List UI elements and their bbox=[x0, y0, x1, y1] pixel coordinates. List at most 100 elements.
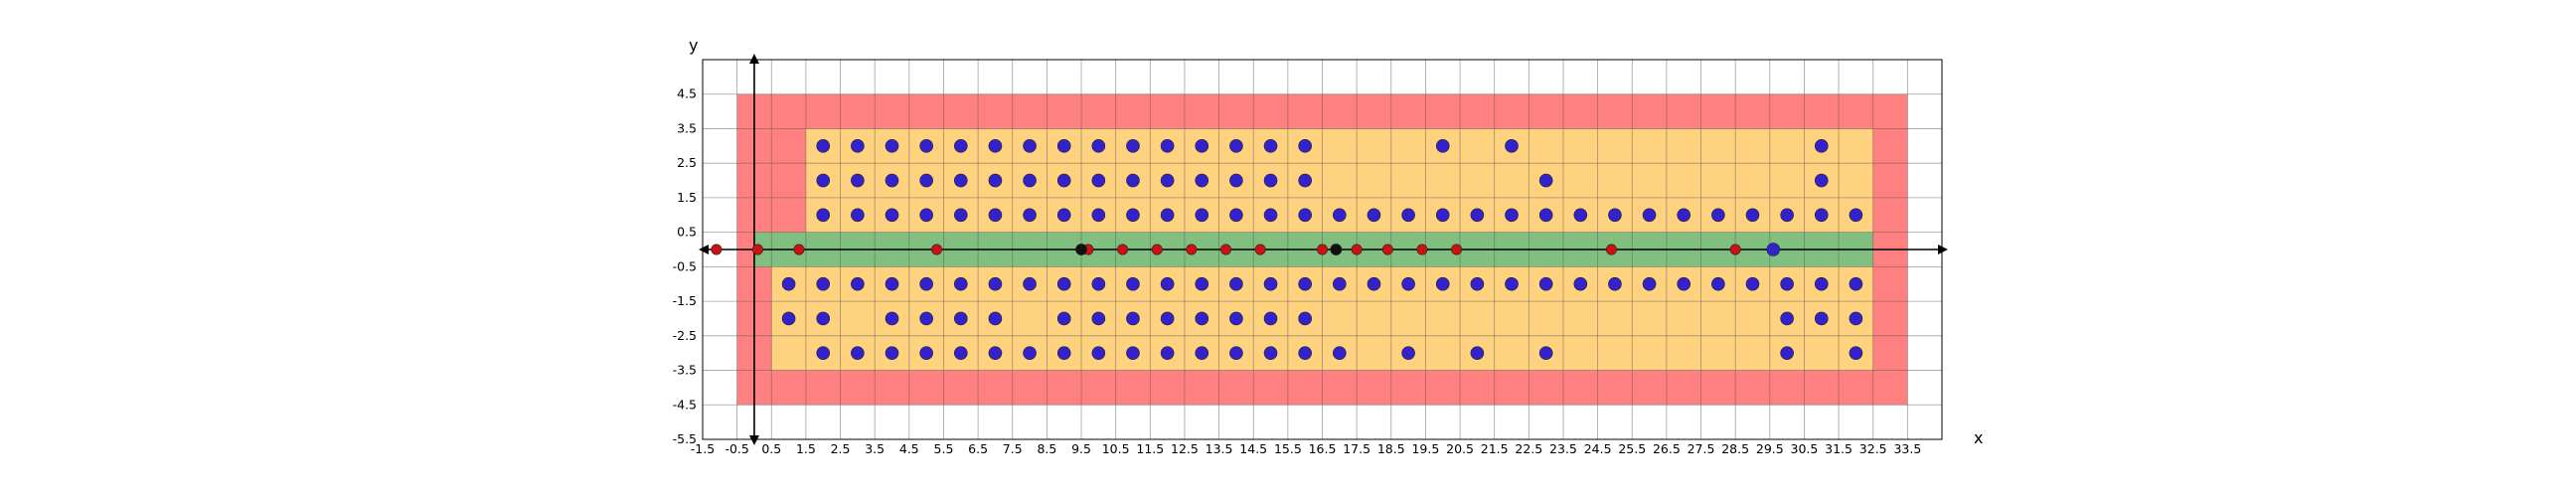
blue-point bbox=[1711, 208, 1725, 223]
blue-point bbox=[1766, 243, 1781, 256]
blue-point bbox=[1126, 276, 1140, 291]
blue-point bbox=[1160, 276, 1175, 291]
blue-point bbox=[988, 346, 1003, 360]
blue-point bbox=[816, 276, 831, 291]
red-point bbox=[931, 244, 943, 255]
x-tick-label: 16.5 bbox=[1309, 441, 1337, 456]
blue-point bbox=[1298, 173, 1312, 188]
x-tick-label: 26.5 bbox=[1653, 441, 1681, 456]
x-tick-label: 6.5 bbox=[968, 441, 988, 456]
blue-point bbox=[1780, 311, 1794, 326]
blue-point bbox=[1608, 276, 1622, 291]
blue-point bbox=[1573, 276, 1588, 291]
blue-point bbox=[1333, 208, 1347, 223]
x-axis-label: x bbox=[1974, 428, 1983, 447]
blue-point bbox=[1056, 139, 1071, 153]
blue-point bbox=[1814, 311, 1829, 326]
blue-point bbox=[919, 346, 933, 360]
x-tick-label: 8.5 bbox=[1037, 441, 1056, 456]
blue-point bbox=[1126, 173, 1140, 188]
red-point bbox=[1605, 244, 1617, 255]
y-tick-label: -0.5 bbox=[673, 258, 697, 273]
blue-point bbox=[1642, 208, 1657, 223]
blue-point bbox=[1849, 276, 1863, 291]
blue-point bbox=[1229, 346, 1243, 360]
red-point bbox=[751, 244, 763, 255]
x-tick-label: 12.5 bbox=[1171, 441, 1199, 456]
blue-point bbox=[1814, 173, 1829, 188]
red-point bbox=[1151, 244, 1163, 255]
x-tick-label: 22.5 bbox=[1515, 441, 1542, 456]
blue-point bbox=[851, 276, 865, 291]
blue-point bbox=[1263, 173, 1278, 188]
blue-point bbox=[1023, 208, 1037, 223]
blue-point bbox=[1126, 311, 1140, 326]
blue-point bbox=[1056, 208, 1071, 223]
blue-point bbox=[1780, 208, 1794, 223]
y-tick-label: -5.5 bbox=[673, 431, 697, 446]
blue-point bbox=[1195, 276, 1209, 291]
x-tick-labels: -1.5 -0.5 0.5 1.5 2.5 3.5 4.5 5.5 6.5 7.5 8.5 9.5 10… bbox=[691, 441, 1921, 456]
blue-point bbox=[1126, 139, 1140, 153]
blue-point bbox=[988, 139, 1003, 153]
blue-point bbox=[1677, 208, 1691, 223]
x-tick-label: 30.5 bbox=[1791, 441, 1819, 456]
x-tick-label: 25.5 bbox=[1618, 441, 1646, 456]
blue-point bbox=[988, 173, 1003, 188]
x-tick-label: 4.5 bbox=[899, 441, 919, 456]
blue-point bbox=[953, 276, 968, 291]
x-tick-label: -0.5 bbox=[724, 441, 748, 456]
blue-point bbox=[1470, 276, 1485, 291]
blue-point bbox=[1229, 208, 1243, 223]
y-axis-label: y bbox=[689, 36, 698, 55]
y-tick-label: 2.5 bbox=[677, 155, 697, 170]
y-tick-label: -2.5 bbox=[673, 328, 697, 343]
blue-point bbox=[816, 208, 831, 223]
blue-point bbox=[1263, 139, 1278, 153]
blue-point bbox=[1023, 173, 1037, 188]
x-tick-label: 11.5 bbox=[1136, 441, 1164, 456]
y-tick-label: -3.5 bbox=[673, 363, 697, 378]
blue-point bbox=[1367, 276, 1381, 291]
blue-point bbox=[885, 208, 899, 223]
blue-point bbox=[919, 311, 933, 326]
red-point bbox=[1254, 244, 1266, 255]
x-tick-label: 32.5 bbox=[1859, 441, 1887, 456]
red-point bbox=[1351, 244, 1363, 255]
blue-point bbox=[1160, 139, 1175, 153]
blue-point bbox=[1229, 173, 1243, 188]
y-tick-label: -1.5 bbox=[673, 293, 697, 308]
blue-point bbox=[885, 173, 899, 188]
blue-point bbox=[988, 208, 1003, 223]
blue-point bbox=[1401, 346, 1415, 360]
blue-point bbox=[1126, 208, 1140, 223]
x-tick-label: 20.5 bbox=[1446, 441, 1474, 456]
blue-point bbox=[816, 173, 831, 188]
red-point bbox=[1186, 244, 1198, 255]
blue-point bbox=[1091, 311, 1106, 326]
blue-point bbox=[1263, 346, 1278, 360]
blue-point bbox=[1023, 139, 1037, 153]
x-tick-label: 28.5 bbox=[1721, 441, 1749, 456]
x-tick-label: 29.5 bbox=[1756, 441, 1784, 456]
red-point bbox=[793, 244, 805, 255]
red-point bbox=[1381, 244, 1393, 255]
blue-point bbox=[1160, 173, 1175, 188]
blue-point bbox=[1160, 346, 1175, 360]
red-point bbox=[1729, 244, 1741, 255]
blue-point bbox=[1573, 208, 1588, 223]
blue-point bbox=[1745, 276, 1760, 291]
blue-point bbox=[1538, 276, 1553, 291]
blue-point bbox=[1056, 276, 1071, 291]
blue-point bbox=[1091, 346, 1106, 360]
blue-point bbox=[1814, 139, 1829, 153]
blue-point bbox=[1195, 139, 1209, 153]
blue-point bbox=[1470, 208, 1485, 223]
blue-point bbox=[781, 311, 796, 326]
x-tick-label: 21.5 bbox=[1481, 441, 1509, 456]
red-point bbox=[1416, 244, 1428, 255]
blue-point bbox=[1677, 276, 1691, 291]
blue-point bbox=[1056, 346, 1071, 360]
blue-point bbox=[1091, 139, 1106, 153]
